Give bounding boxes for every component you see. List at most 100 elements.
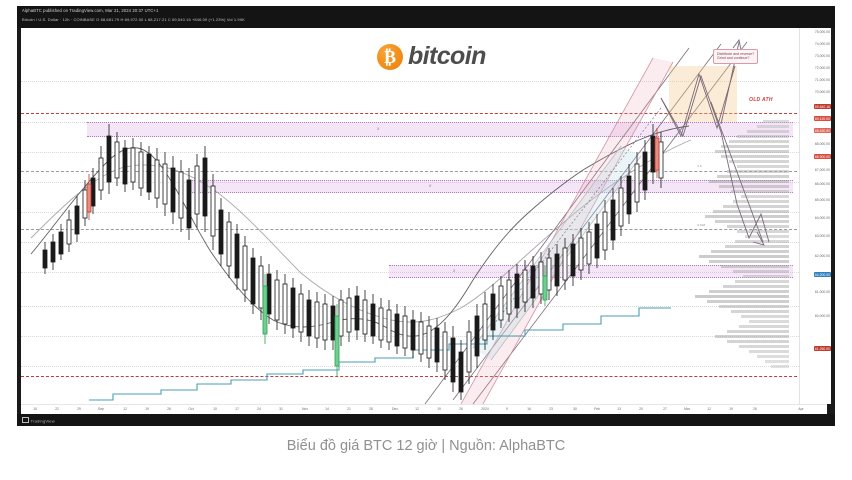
old-ath-line [21,112,827,114]
bitcoin-coin-icon: ₿ [377,43,403,70]
gridline [21,366,827,368]
upper-level-line [21,170,827,172]
supply-zone-lower [389,264,793,278]
time-tick: Feb [594,407,600,411]
price-tick: 66,000.00 [814,182,830,186]
price-tag-last: 69,540.16 [813,104,831,109]
price-tick: 75,000.00 [814,30,830,34]
time-tick: 26 [753,407,757,411]
inner-channel [460,57,674,404]
price-tick: 70,000.00 [814,90,830,94]
projection-zigzag-bear [660,74,770,243]
lower-support-line [21,375,827,377]
supply-zone-lower-marker: X [453,268,456,273]
price-tag: 69,120.00 [813,116,831,121]
time-tick: 2024 [481,407,489,411]
time-tick: 24 [257,407,261,411]
price-tick: 61,000.00 [814,290,830,294]
fib-level-label-1: 0.5 [697,164,703,169]
price-tick: 67,000.00 [814,168,830,172]
time-tick: 16 [527,407,531,411]
chart-footer: TradingView [17,414,835,426]
mid-level-line [21,229,827,231]
time-tick: Nov [301,407,309,411]
bitcoin-wordmark: bitcoin [408,42,486,70]
time-tick: Mar [684,407,690,411]
supply-zone-upper [87,122,793,137]
time-tick: 17 [235,407,239,411]
gridline [21,152,827,154]
time-tick: 23 [549,407,553,411]
price-tag: 64,200.00 [813,272,831,277]
price-tick: 72,000.00 [814,66,830,70]
ma-fast-line [30,125,690,337]
chart-publish-line: AlphaBTC published on TradingView.com, M… [22,8,159,13]
price-tick: 60,000.00 [814,314,830,318]
time-tick: 9 [506,407,508,411]
projection-callout[interactable]: Distribute and reverse? Grind and contin… [713,48,759,64]
time-tick: 15 [33,407,37,411]
bitcoin-watermark: ₿ bitcoin [377,42,486,71]
volume-profile [695,120,789,368]
gridline [21,242,827,244]
price-tag: 61,250.00 [813,346,831,351]
time-tick: Oct [188,407,194,411]
tradingview-icon [22,417,29,423]
time-tick: 22 [55,407,59,411]
gridline [21,272,827,274]
time-tick: 10 [213,407,217,411]
tradingview-chart-window: AlphaBTC published on TradingView.com, M… [17,6,835,426]
gridline [21,212,827,214]
projection-zigzag-bull [660,65,736,138]
price-tick: 74,000.00 [814,42,830,46]
price-scale[interactable]: 75,000.00 74,000.00 73,000.00 72,000.00 … [799,28,831,404]
time-tick: 19 [437,407,441,411]
tradingview-label: TradingView [30,418,55,424]
time-tick: 21 [347,407,351,411]
price-tag: 68,430.00 [813,128,831,133]
price-tick: 71,000.00 [814,78,830,82]
time-tick: Sep [97,407,105,411]
price-tag: 66,900.00 [813,154,831,159]
time-scale[interactable]: 15 22 29 Sep 12 19 26 Oct 10 17 24 31 No… [21,404,827,415]
inner-channel-fill [461,58,673,404]
tradingview-watermark: TradingView [22,417,55,424]
time-tick: 12 [415,407,419,411]
time-tick: 28 [369,407,373,411]
price-tick: 68,000.00 [814,142,830,146]
chart-header: AlphaBTC published on TradingView.com, M… [17,6,835,28]
price-tick: 63,000.00 [814,234,830,238]
time-tick: 14 [325,407,329,411]
time-tick: 19 [729,407,733,411]
supply-zone-mid-marker: X [429,184,432,189]
time-tick: 26 [167,407,171,411]
chart-plot-area[interactable]: OLD ATH 0.5 0.618 X X X [21,28,827,404]
projection-down-arrow [710,101,765,246]
gridline [21,336,827,338]
time-tick: 12 [707,407,711,411]
fib-level-label-2: 0.618 [697,222,706,227]
time-tick: 20 [639,407,643,411]
chart-symbol-ohlc-line: Bitcoin / U.S. Dollar · 12h · COINBASE O… [22,17,245,22]
time-tick: Apr [798,407,804,411]
time-tick: 26 [459,407,463,411]
time-tick: 27 [663,407,667,411]
price-tick: 62,000.00 [814,254,830,258]
gridline [21,80,827,82]
price-tick: 73,000.00 [814,54,830,58]
gridline [21,182,827,184]
gridline [21,306,827,308]
old-ath-label: OLD ATH [749,96,773,103]
time-tick: 12 [123,407,127,411]
distribution-box [669,66,737,122]
price-tick: 65,000.00 [814,198,830,202]
time-tick: Dec [391,407,399,411]
bitcoin-symbol: ₿ [383,46,396,67]
stablecoin-supply-step [89,307,671,401]
supply-zone-mid [189,180,793,194]
chart-svg [30,38,789,404]
time-tick: 31 [279,407,283,411]
time-tick: 29 [77,407,81,411]
image-caption: Biểu đồ giá BTC 12 giờ | Nguồn: AlphaBTC [286,438,566,454]
